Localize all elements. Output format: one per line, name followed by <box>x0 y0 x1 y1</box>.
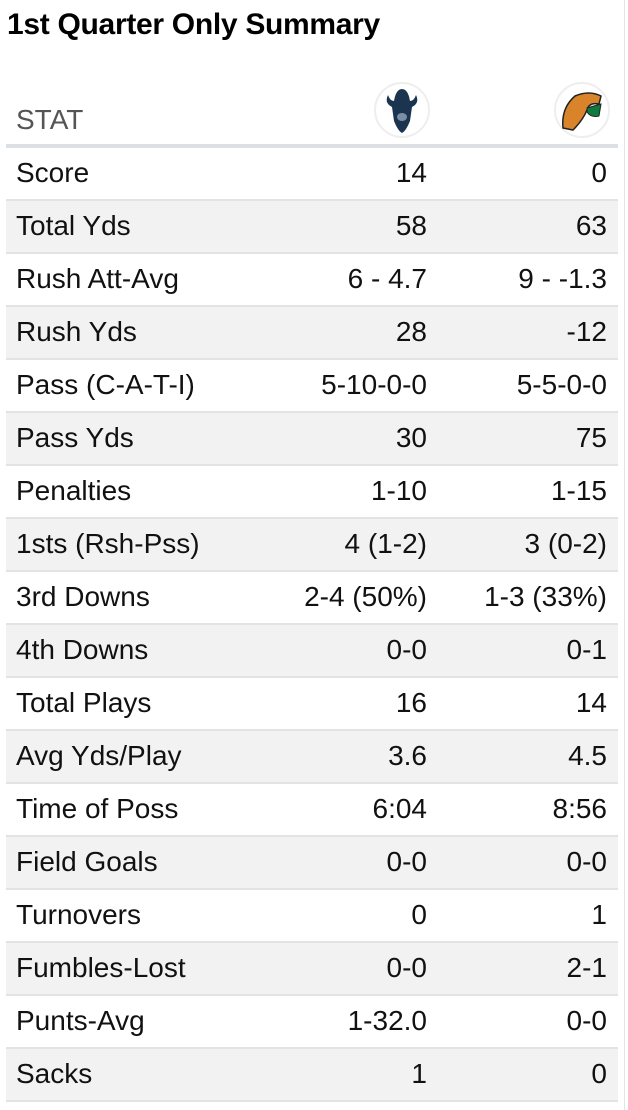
scrollbar-track[interactable] <box>624 0 625 1110</box>
table-row: Punts-Avg 1-32.0 0-0 <box>6 996 618 1049</box>
stat-label: 4th Downs <box>16 634 149 665</box>
team1-value: 5-10-0-0 <box>321 369 427 400</box>
team2-value: 4.5 <box>568 740 607 771</box>
stat-label: Rush Att-Avg <box>16 263 179 294</box>
team1-value: 0-0 <box>386 846 427 877</box>
stat-label: Punts-Avg <box>16 1005 145 1036</box>
table-row: Pass (C-A-T-I) 5-10-0-0 5-5-0-0 <box>6 360 618 413</box>
table-row: Turnovers 0 1 <box>6 890 618 943</box>
team1-value: 14 <box>395 157 427 188</box>
team1-value: 1-32.0 <box>347 1005 427 1036</box>
team2-value: 63 <box>575 210 607 241</box>
team1-value: 1-10 <box>370 475 427 506</box>
stat-label: Pass (C-A-T-I) <box>16 369 195 400</box>
stat-label: Total Plays <box>16 687 152 718</box>
table-row: Pass Yds 30 75 <box>6 413 618 466</box>
team2-value: -12 <box>566 316 607 347</box>
team1-value: 6:04 <box>372 793 428 824</box>
team1-value: 4 (1-2) <box>344 528 427 559</box>
table-row: Time of Poss 6:04 8:56 <box>6 784 618 837</box>
stats-table: STAT Score 14 0 Total Yds 58 63 Rush Att-Avg 6 … <box>6 80 618 1102</box>
team2-value: 1 <box>591 899 607 930</box>
table-row: Sacks 1 0 <box>6 1049 618 1102</box>
table-row: 3rd Downs 2-4 (50%) 1-3 (33%) <box>6 572 618 625</box>
team2-value: 8:56 <box>552 793 608 824</box>
stat-label: Time of Poss <box>16 793 179 824</box>
stat-label: Pass Yds <box>16 422 134 453</box>
rattler-logo-icon <box>554 82 610 138</box>
team2-value: 14 <box>575 687 607 718</box>
team1-value: 6 - 4.7 <box>347 263 427 294</box>
stat-column-header: STAT <box>16 104 84 135</box>
bison-logo-icon <box>374 82 430 138</box>
stat-label: 3rd Downs <box>16 581 150 612</box>
team2-value: 2-1 <box>566 952 607 983</box>
team1-value: 0 <box>411 899 427 930</box>
table-row: Avg Yds/Play 3.6 4.5 <box>6 731 618 784</box>
stat-label: Avg Yds/Play <box>16 740 182 771</box>
table-row: Total Plays 16 14 <box>6 678 618 731</box>
table-header: STAT <box>6 80 618 148</box>
team2-value: 3 (0-2) <box>524 528 607 559</box>
table-row: Field Goals 0-0 0-0 <box>6 837 618 890</box>
table-row: 4th Downs 0-0 0-1 <box>6 625 618 678</box>
team1-value: 3.6 <box>388 740 427 771</box>
team2-value: 0-1 <box>566 634 607 665</box>
team1-value: 1 <box>411 1058 427 1089</box>
team2-value: 5-5-0-0 <box>516 369 607 400</box>
stat-label: Fumbles-Lost <box>16 952 186 983</box>
team2-value: 1-15 <box>550 475 607 506</box>
team2-value: 75 <box>575 422 607 453</box>
team1-value: 0-0 <box>386 634 427 665</box>
stat-label: Rush Yds <box>16 316 137 347</box>
team1-value: 28 <box>395 316 427 347</box>
stat-label: Turnovers <box>16 899 142 930</box>
team2-value: 0 <box>591 1058 607 1089</box>
team1-value: 0-0 <box>386 952 427 983</box>
stat-label: Total Yds <box>16 210 131 241</box>
team1-value: 58 <box>395 210 427 241</box>
stat-label: Field Goals <box>16 846 158 877</box>
team2-value: 0 <box>591 157 607 188</box>
table-row: Fumbles-Lost 0-0 2-1 <box>6 943 618 996</box>
team2-value: 9 - -1.3 <box>518 263 607 294</box>
team1-value: 2-4 (50%) <box>304 581 427 612</box>
table-row: 1sts (Rsh-Pss) 4 (1-2) 3 (0-2) <box>6 519 618 572</box>
table-row: Rush Att-Avg 6 - 4.7 9 - -1.3 <box>6 254 618 307</box>
page-title: 1st Quarter Only Summary <box>7 8 380 41</box>
team2-value: 0-0 <box>566 1005 607 1036</box>
table-row: Total Yds 58 63 <box>6 201 618 254</box>
team1-value: 16 <box>395 687 427 718</box>
stat-label: Sacks <box>16 1058 93 1089</box>
stat-label: Penalties <box>16 475 132 506</box>
table-row: Rush Yds 28 -12 <box>6 307 618 360</box>
stat-label: 1sts (Rsh-Pss) <box>16 528 200 559</box>
table-row: Penalties 1-10 1-15 <box>6 466 618 519</box>
team1-value: 30 <box>395 422 427 453</box>
team2-value: 1-3 (33%) <box>484 581 607 612</box>
table-row: Score 14 0 <box>6 148 618 201</box>
team2-value: 0-0 <box>566 846 607 877</box>
stat-label: Score <box>16 157 90 188</box>
